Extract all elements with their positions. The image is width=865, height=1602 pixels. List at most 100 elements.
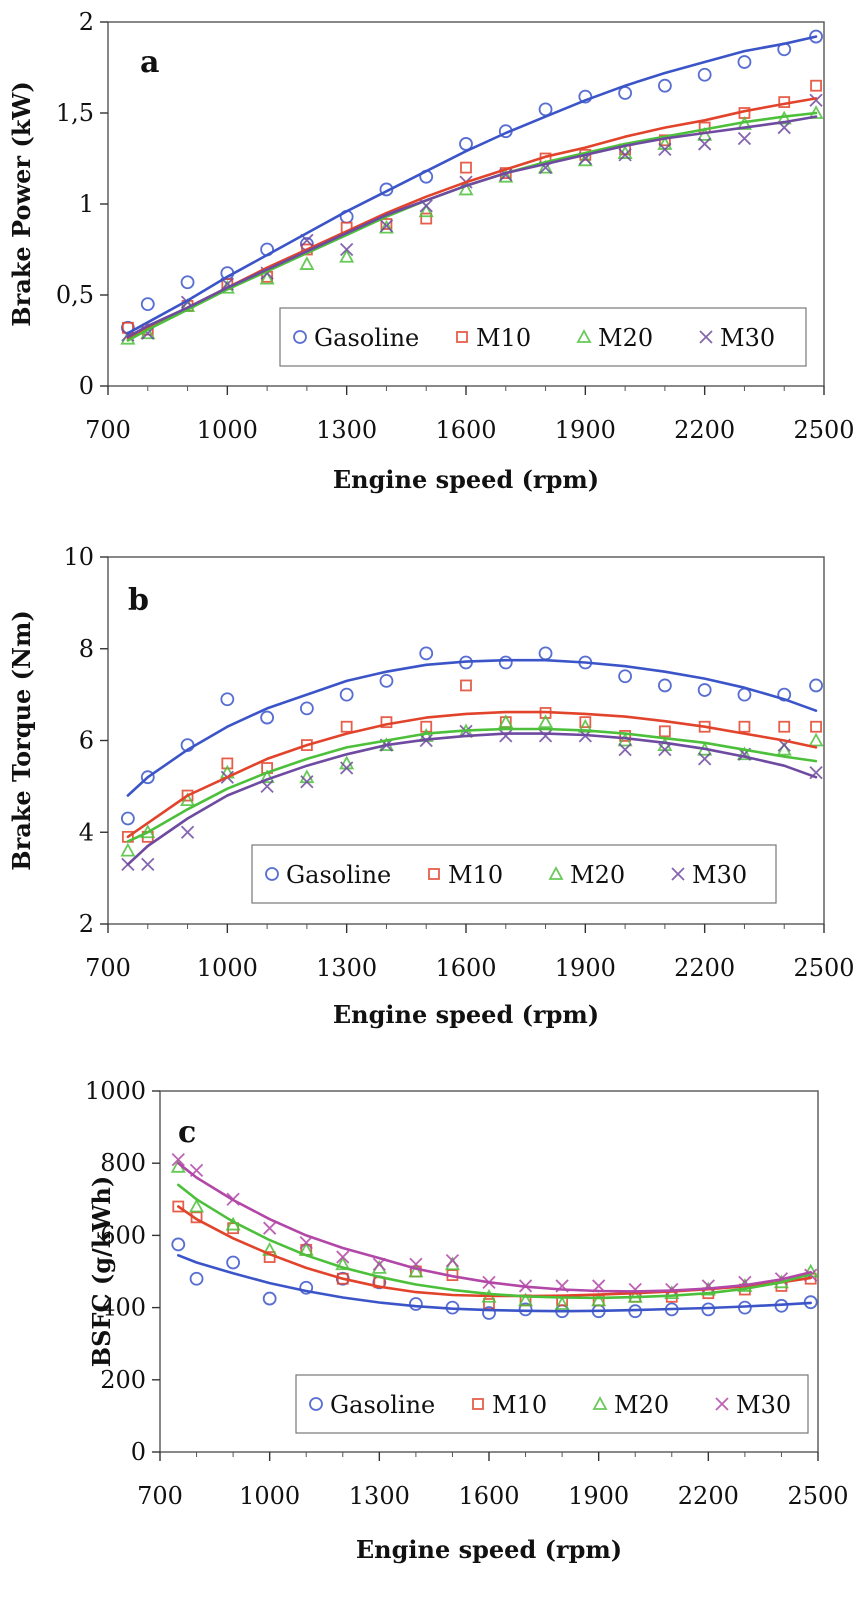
trend-line-m10 — [126, 97, 818, 341]
data-point-gasoline — [697, 683, 712, 697]
data-point-gasoline — [408, 1297, 423, 1311]
data-point-m20 — [259, 270, 275, 285]
legend-marker-gasoline — [265, 867, 279, 881]
x-tick-label: 700 — [85, 954, 131, 982]
chart-panel-a: 0 0,5 1 1,5 2 700 1000 1300 1600 1900 2200 2500 Engi… — [7, 8, 855, 494]
y-tick-label: 2 — [79, 910, 94, 938]
legend: Gasoline M10 M20 M30 — [279, 307, 807, 367]
x-tick-label: 1000 — [197, 954, 258, 982]
y-tick-label: 8 — [79, 635, 94, 663]
legend-label-m20: M20 — [570, 861, 625, 889]
data-point-m20 — [408, 1263, 424, 1278]
data-point-gasoline — [220, 692, 235, 707]
x-tick-label: 2200 — [678, 1482, 739, 1510]
data-point-gasoline — [226, 1255, 241, 1270]
legend-marker-m30 — [671, 867, 685, 881]
series-m30 — [171, 1152, 818, 1297]
x-tick-label: 700 — [85, 416, 131, 444]
y-tick-label: 0 — [131, 1438, 146, 1466]
data-point-m20 — [554, 1296, 570, 1310]
data-point-m10 — [810, 720, 822, 733]
legend-label-m20: M20 — [598, 324, 653, 352]
data-point-m30 — [171, 1152, 185, 1167]
data-point-m20 — [335, 1256, 351, 1271]
y-tick-label: 1,5 — [56, 99, 94, 127]
x-axis-title: Engine speed (rpm) — [333, 1000, 599, 1029]
data-point-gasoline — [538, 646, 553, 661]
data-point-m10 — [172, 1200, 185, 1213]
data-point-gasoline — [657, 78, 672, 93]
data-point-m30 — [340, 242, 354, 257]
x-tick-label: 1000 — [197, 416, 258, 444]
data-point-m20 — [189, 1198, 205, 1213]
x-tick-label: 1300 — [316, 416, 377, 444]
y-tick-label: 1000 — [85, 1077, 146, 1105]
legend-marker-m20 — [576, 329, 592, 343]
data-point-gasoline — [777, 687, 792, 702]
data-point-m20 — [538, 714, 554, 729]
data-point-m10 — [778, 720, 791, 733]
data-point-m30 — [263, 1221, 277, 1235]
data-point-gasoline — [299, 701, 314, 716]
data-point-m30 — [340, 761, 354, 775]
x-tick-label: 1900 — [568, 1482, 629, 1510]
x-tick-label: 2500 — [787, 1482, 848, 1510]
data-point-gasoline — [171, 1237, 186, 1252]
data-point-m10 — [380, 218, 393, 230]
x-tick-label: 1000 — [239, 1482, 300, 1510]
data-point-m30 — [445, 1254, 460, 1268]
legend-label-gasoline: Gasoline — [314, 324, 419, 352]
y-tick-label: 10 — [63, 543, 94, 571]
data-point-m30 — [300, 775, 314, 789]
x-tick-label: 2200 — [674, 954, 735, 982]
data-point-m30 — [737, 131, 752, 146]
data-point-m10 — [579, 716, 592, 729]
data-point-gasoline — [578, 89, 593, 104]
data-point-m30 — [809, 93, 823, 107]
legend-box — [251, 844, 777, 904]
data-point-gasoline — [180, 275, 195, 290]
y-tick-label: 400 — [100, 1294, 146, 1322]
data-point-gasoline — [299, 1280, 314, 1295]
data-point-gasoline — [809, 678, 823, 693]
x-tick-label: 1600 — [435, 416, 496, 444]
legend-label-gasoline: Gasoline — [330, 1391, 435, 1419]
data-point-gasoline — [618, 669, 633, 684]
data-point-m10 — [340, 720, 353, 733]
trend-line-gasoline — [177, 1254, 813, 1313]
data-point-m30 — [299, 1235, 313, 1250]
data-point-m20 — [180, 792, 196, 807]
data-point-gasoline — [140, 770, 155, 785]
data-point-m30 — [618, 743, 632, 757]
data-point-m20 — [538, 159, 554, 174]
data-point-gasoline — [140, 297, 155, 312]
y-tick-label: 6 — [79, 727, 94, 755]
data-point-gasoline — [809, 29, 823, 44]
data-point-gasoline — [498, 655, 513, 670]
data-point-m20 — [259, 769, 275, 784]
trend-line-gasoline — [126, 35, 818, 335]
data-point-m30 — [538, 729, 553, 743]
y-tick-label: 1 — [79, 190, 94, 218]
x-tick-label: 1900 — [555, 954, 616, 982]
data-point-m30 — [141, 857, 155, 871]
legend-marker-m20 — [592, 1396, 608, 1410]
data-point-gasoline — [482, 1306, 496, 1320]
data-point-gasoline — [260, 710, 275, 725]
data-point-m10 — [738, 720, 751, 733]
legend-label-m10: M10 — [448, 861, 503, 889]
legend-marker-gasoline — [293, 330, 307, 344]
y-tick-label: 0,5 — [56, 281, 94, 309]
data-point-m20 — [498, 168, 514, 183]
x-tick-label: 2500 — [793, 954, 854, 982]
legend: Gasoline M10 M20 M30 — [251, 844, 777, 904]
data-point-gasoline — [120, 811, 135, 826]
legend-marker-gasoline — [309, 1397, 323, 1411]
legend-marker-m10 — [472, 1398, 484, 1410]
data-point-m20 — [736, 746, 752, 761]
legend-marker-m30 — [699, 330, 713, 344]
data-point-m10 — [810, 79, 822, 92]
trend-line-m20 — [177, 1183, 813, 1300]
x-tick-label: 1300 — [349, 1482, 410, 1510]
